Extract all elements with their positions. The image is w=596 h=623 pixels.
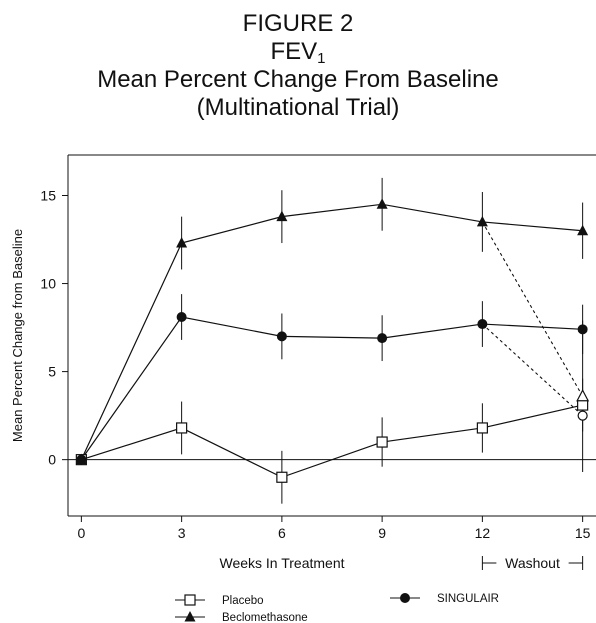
chart-subtitle: Mean Percent Change From Baseline: [97, 66, 499, 93]
singulair-point: [377, 333, 388, 344]
beclomethasone-washout-point: [576, 388, 590, 402]
beclomethasone-point: [577, 224, 589, 236]
x-tick-label: 9: [378, 525, 386, 541]
singulair-point: [477, 319, 488, 330]
singulair-washout-line: [482, 323, 584, 417]
beclomethasone-point: [376, 198, 388, 209]
x-tick-label: 15: [575, 525, 591, 541]
washout-label: Washout: [505, 555, 560, 571]
placebo-legend-label: Placebo: [222, 595, 264, 607]
beclomethasone-series-line: [80, 203, 583, 460]
x-tick-label: 6: [278, 525, 286, 541]
beclomethasone-point: [276, 210, 288, 222]
placebo-legend-marker: [184, 594, 196, 606]
beclomethasone-point: [176, 237, 188, 248]
singulair-legend-marker: [400, 593, 410, 603]
placebo-point: [376, 436, 388, 448]
fev-text: FEV: [270, 38, 318, 65]
singulair-point: [176, 312, 187, 323]
beclomethasone-point: [476, 215, 488, 227]
singulair-series-line: [80, 316, 583, 460]
placebo-point: [176, 422, 188, 434]
y-tick-label: 15: [40, 188, 56, 204]
singulair-washout-point: [577, 410, 588, 421]
chart-subtitle-trial: (Multinational Trial): [196, 94, 400, 121]
singulair-point: [276, 331, 287, 342]
y-tick-label: 5: [48, 364, 56, 380]
placebo-point: [276, 471, 288, 483]
chart-subtitle-fev: FEV1: [0, 38, 596, 66]
singulair-legend-label: SINGULAIR: [437, 593, 499, 605]
chart-title: FIGURE 2: [242, 10, 354, 37]
title-block: FIGURE 2 FEV1 Mean Percent Change From B…: [0, 10, 596, 122]
singulair-point: [577, 324, 588, 335]
x-tick-label: 3: [178, 525, 186, 541]
placebo-point: [476, 422, 488, 434]
beclomethasone-legend-label: Beclomethasone: [222, 612, 308, 623]
x-tick-label: 12: [475, 525, 491, 541]
y-tick-label: 0: [48, 452, 56, 468]
fev-subscript: 1: [317, 50, 326, 67]
y-axis-label: Mean Percent Change from Baseline: [10, 229, 25, 442]
placebo-point: [577, 399, 589, 411]
x-axis-label: Weeks In Treatment: [219, 555, 344, 571]
beclomethasone-legend-marker: [184, 611, 196, 622]
placebo-series-line: [81, 404, 583, 478]
x-tick-label: 0: [77, 525, 85, 541]
y-tick-label: 10: [40, 276, 56, 292]
beclomethasone-point: [75, 453, 87, 465]
